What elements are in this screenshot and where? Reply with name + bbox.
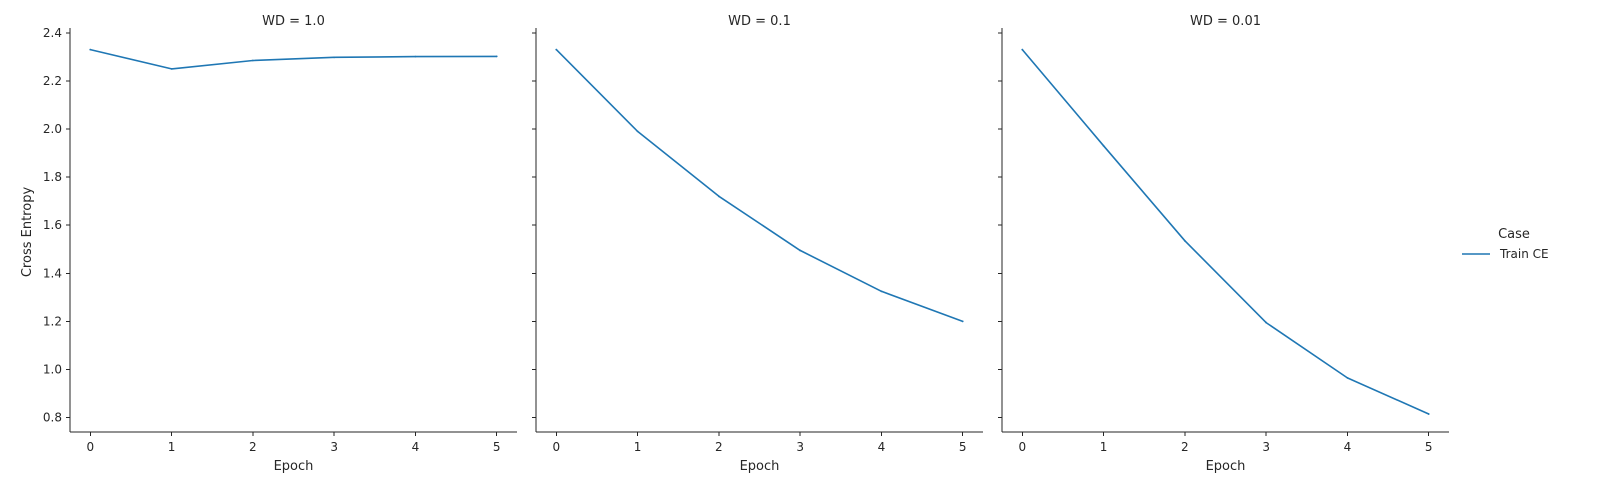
- panel-3: WD = 0.01 0 1 2 3 4 5 Epoch: [998, 14, 1449, 474]
- legend: Case Train CE: [1462, 227, 1549, 261]
- panel-title: WD = 0.1: [728, 14, 791, 29]
- data-point: [636, 130, 639, 133]
- y-tick-label: 0.8: [43, 411, 62, 425]
- chart-panels: WD = 1.0 0.8 1.0 1.2 1.4 1.6 1.8 2.0 2.2 2.4 0 1 2 3 4…: [43, 14, 1449, 474]
- data-point: [1102, 144, 1105, 147]
- x-tick-label: 3: [1262, 440, 1270, 454]
- data-point: [1346, 376, 1349, 379]
- x-axis-label: Epoch: [740, 459, 780, 474]
- x-tick-label: 0: [1018, 440, 1026, 454]
- x-tick-label: 5: [1425, 440, 1433, 454]
- data-point: [1427, 413, 1430, 415]
- x-tick-label: 2: [249, 440, 257, 454]
- y-tick-label: 1.8: [43, 170, 62, 184]
- x-tick-label: 0: [552, 440, 560, 454]
- data-point: [333, 56, 336, 59]
- x-tick-label: 4: [1344, 440, 1352, 454]
- data-point: [251, 59, 254, 62]
- series-line-train-ce: [89, 48, 498, 70]
- panel-title: WD = 0.01: [1190, 14, 1261, 29]
- x-tick-label: 1: [634, 440, 642, 454]
- y-tick-label: 1.0: [43, 362, 62, 376]
- panel-title: WD = 1.0: [262, 14, 325, 29]
- data-point: [1021, 48, 1024, 51]
- series-line-train-ce: [555, 48, 964, 323]
- x-tick-label: 5: [959, 440, 967, 454]
- panel-1: WD = 1.0 0.8 1.0 1.2 1.4 1.6 1.8 2.0 2.2 2.4 0 1 2 3 4…: [43, 14, 517, 474]
- y-tick-label: 1.2: [43, 314, 62, 328]
- series-line-train-ce: [1021, 48, 1430, 415]
- x-tick-label: 0: [86, 440, 94, 454]
- x-tick-label: 1: [168, 440, 176, 454]
- data-point: [414, 55, 417, 58]
- data-point: [1265, 321, 1268, 324]
- y-tick-label: 2.0: [43, 122, 62, 136]
- data-point: [495, 55, 498, 58]
- x-axis-label: Epoch: [1206, 459, 1246, 474]
- y-tick-label: 2.4: [43, 26, 62, 40]
- x-tick-label: 2: [715, 440, 723, 454]
- panel-2: WD = 0.1 0 1 2 3 4 5 Epoch: [532, 14, 983, 474]
- x-tick-label: 1: [1100, 440, 1108, 454]
- data-point: [961, 320, 964, 323]
- x-tick-label: 5: [493, 440, 501, 454]
- data-point: [89, 48, 92, 51]
- x-tick-label: 4: [412, 440, 420, 454]
- x-tick-label: 3: [330, 440, 338, 454]
- x-tick-label: 2: [1181, 440, 1189, 454]
- x-tick-label: 3: [796, 440, 804, 454]
- data-point: [880, 290, 883, 293]
- data-point: [717, 195, 720, 198]
- data-point: [170, 67, 173, 70]
- y-axis-label: Cross Entropy: [20, 187, 35, 278]
- x-axis-label: Epoch: [274, 459, 314, 474]
- data-point: [799, 249, 802, 252]
- y-tick-label: 2.2: [43, 74, 62, 88]
- legend-label-train-ce: Train CE: [1499, 247, 1549, 261]
- x-tick-label: 4: [878, 440, 886, 454]
- data-point: [1183, 239, 1186, 242]
- y-tick-label: 1.4: [43, 266, 62, 280]
- legend-title: Case: [1498, 227, 1530, 242]
- y-tick-label: 1.6: [43, 218, 62, 232]
- data-point: [555, 48, 558, 51]
